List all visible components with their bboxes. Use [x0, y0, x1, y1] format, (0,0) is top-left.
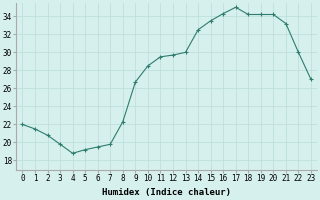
X-axis label: Humidex (Indice chaleur): Humidex (Indice chaleur)	[102, 188, 231, 197]
